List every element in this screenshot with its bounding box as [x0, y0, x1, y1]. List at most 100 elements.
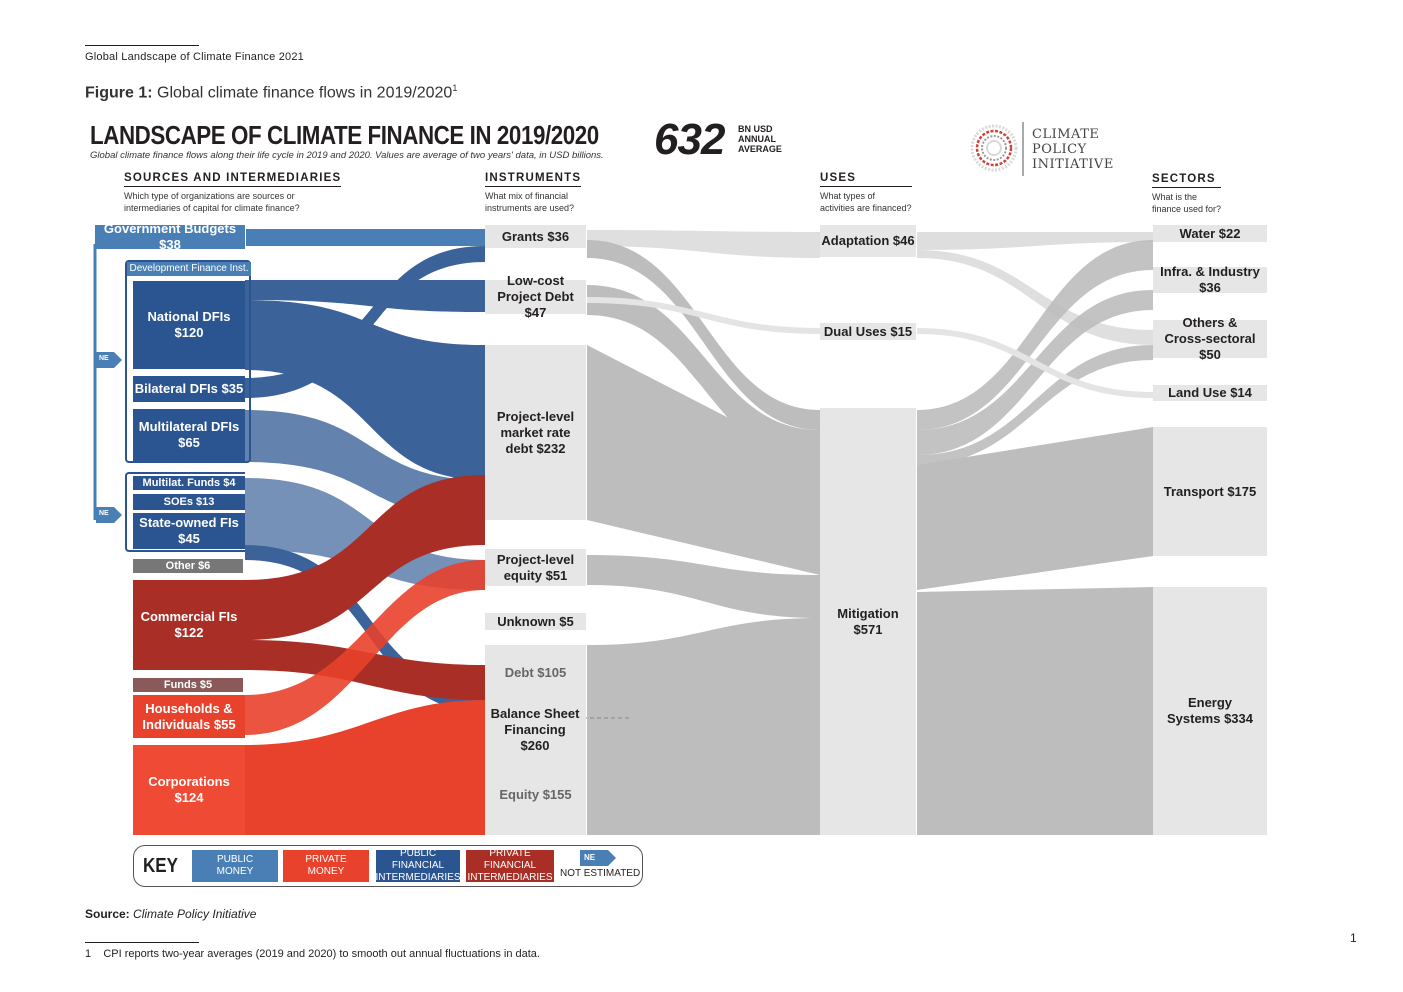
instruments-question-1: What mix of financial — [485, 191, 569, 201]
key-prfi-1: PRIVATE FINANCIAL — [483, 848, 537, 871]
commercial-fis-box: Commercial FIs $122 — [133, 580, 245, 670]
key-private-money-2: MONEY — [307, 866, 345, 877]
unit-line-3: AVERAGE — [738, 144, 782, 154]
key-label: KEY — [143, 855, 178, 877]
gov-ne-bracket — [93, 244, 118, 520]
uses-question-1: What types of — [820, 191, 876, 201]
bsf-value: $260 — [520, 738, 550, 753]
corporations-value: $124 — [174, 790, 204, 805]
source-text: Climate Policy Initiative — [133, 907, 257, 921]
bsf-label: Balance Sheet Financing $260 — [480, 700, 590, 760]
total-unit: BN USD ANNUAL AVERAGE — [738, 124, 798, 154]
state-fis-label: State-owned FIs — [139, 515, 239, 530]
multilateral-dfis-label: Multilateral DFIs — [138, 419, 240, 434]
households-label: Households & — [145, 700, 233, 716]
market-value: debt $232 — [505, 440, 566, 456]
sectors-column-header: SECTORS What is the finance used for? — [1152, 173, 1222, 215]
corporations-box: Corporations $124 — [133, 745, 245, 835]
corporations-flow — [245, 700, 485, 835]
other-box: Other $6 — [133, 559, 243, 573]
sources-question-1: Which type of organizations are sources … — [124, 191, 295, 201]
lowcost-label: Low-cost — [506, 273, 565, 288]
equity-label: Project-level — [496, 551, 575, 567]
key-ne-arrow-icon — [580, 850, 616, 866]
chart-title: LANDSCAPE OF CLIMATE FINANCE IN 2019/202… — [90, 120, 599, 150]
page-number: 1 — [1350, 931, 1357, 945]
key-private-intermediaries: PRIVATE FINANCIAL INTERMEDIARIES — [466, 848, 554, 883]
key-public-money-1: PUBLIC — [216, 854, 254, 865]
sectors-question-2: finance used for? — [1152, 204, 1222, 214]
equity-value: equity $51 — [503, 567, 568, 583]
dual-use-flows — [586, 297, 1154, 398]
logo-line-3: INITIATIVE — [1032, 157, 1114, 172]
others-cross-sectoral-box: Others & Cross-sectoral $50 — [1153, 315, 1267, 362]
commercial-fis-value: $122 — [174, 625, 204, 640]
footnote-text: CPI reports two-year averages (2019 and … — [103, 948, 540, 960]
logo-line-1: CLIMATE — [1032, 127, 1100, 142]
key-ne-text: NE — [584, 853, 596, 862]
uses-question-2: activities are financed? — [820, 203, 912, 213]
ne-arrow-icon — [96, 507, 122, 523]
instruments-title: INSTRUMENTS — [485, 172, 582, 187]
unit-line-1: BN USD — [738, 124, 773, 134]
bilateral-dfis-box: Bilateral DFIs $35 — [133, 376, 245, 402]
market-label-2: market rate — [500, 424, 571, 440]
uses-column-header: USES What types of activities are financ… — [820, 172, 912, 214]
state-fis-value: $45 — [178, 531, 200, 546]
multilateral-dfis-box: Multilateral DFIs $65 — [133, 409, 245, 461]
key-pfi-1: PUBLIC FINANCIAL — [391, 848, 445, 871]
figure-label: Figure 1: — [85, 84, 153, 102]
figure-caption-text: Global climate finance flows in 2019/202… — [157, 84, 453, 102]
others-label: Others & — [1182, 315, 1238, 330]
multilateral-dfis-value: $65 — [178, 435, 200, 450]
uses-title: USES — [820, 172, 912, 187]
instruments-question-2: instruments are used? — [485, 203, 575, 213]
sectors-title: SECTORS — [1152, 173, 1222, 188]
grants-box: Grants $36 — [485, 225, 586, 248]
key-public-intermediaries: PUBLIC FINANCIAL INTERMEDIARIES — [375, 848, 461, 883]
commercial-to-debt-flow — [245, 640, 485, 700]
land-use-box: Land Use $14 — [1153, 385, 1267, 401]
footnote-rule — [85, 942, 199, 943]
state-owned-fis-box: State-owned FIs $45 — [133, 513, 245, 549]
legend-key — [133, 845, 643, 887]
total-value: 632 — [654, 115, 725, 164]
key-private-money-1: PRIVATE — [305, 854, 347, 865]
transport-box: Transport $175 — [1153, 427, 1267, 556]
commercial-to-market-flow — [245, 475, 485, 640]
footnote-number: 1 — [85, 948, 92, 960]
dfi-group-box — [125, 260, 251, 463]
households-flow — [245, 560, 485, 735]
lowcost-value: Project Debt $47 — [497, 289, 574, 320]
bsf-label-1: Balance Sheet — [490, 706, 580, 721]
bsf-debt-label: Debt $105 — [504, 665, 567, 680]
national-dfis-box: National DFIs $120 — [133, 281, 245, 369]
key-prfi-2: INTERMEDIARIES — [467, 872, 553, 883]
key-ne-label: NOT ESTIMATED — [560, 868, 641, 879]
commercial-fis-label: Commercial FIs — [140, 609, 238, 624]
key-public-money: PUBLIC MONEY — [192, 850, 278, 882]
figure-footnote-ref: 1 — [452, 83, 458, 93]
instruments-column-header: INSTRUMENTS What mix of financial instru… — [485, 172, 582, 214]
mitigation-flows — [587, 240, 1153, 835]
soes-box: SOEs $13 — [133, 494, 245, 510]
energy-value: Systems $334 — [1166, 711, 1253, 726]
national-dfis-value: $120 — [174, 325, 204, 340]
bsf-equity-label: Equity $155 — [499, 787, 572, 802]
ne-arrow-icon — [96, 352, 122, 368]
infra-industry-box: Infra. & Industry $36 — [1153, 264, 1267, 295]
key-private-money: PRIVATE MONEY — [283, 850, 369, 882]
gov-budgets-box: Government Budgets $38 — [95, 221, 245, 252]
figure-caption: Figure 1: Global climate finance flows i… — [85, 83, 457, 102]
funds-box: Funds $5 — [133, 678, 243, 692]
running-header: Global Landscape of Climate Finance 2021 — [85, 51, 304, 63]
key-pfi-2: INTERMEDIARIES — [375, 872, 461, 883]
footnote: 1 CPI reports two-year averages (2019 an… — [85, 948, 540, 960]
sectors-question-1: What is the — [1152, 192, 1198, 202]
market-label-1: Project-level — [496, 408, 575, 424]
lowcost-debt-box: Low-cost Project Debt $47 — [485, 273, 586, 320]
unknown-box: Unknown $5 — [485, 613, 586, 630]
energy-systems-box: Energy Systems $334 — [1153, 587, 1267, 835]
project-equity-box: Project-level equity $51 — [485, 549, 586, 586]
